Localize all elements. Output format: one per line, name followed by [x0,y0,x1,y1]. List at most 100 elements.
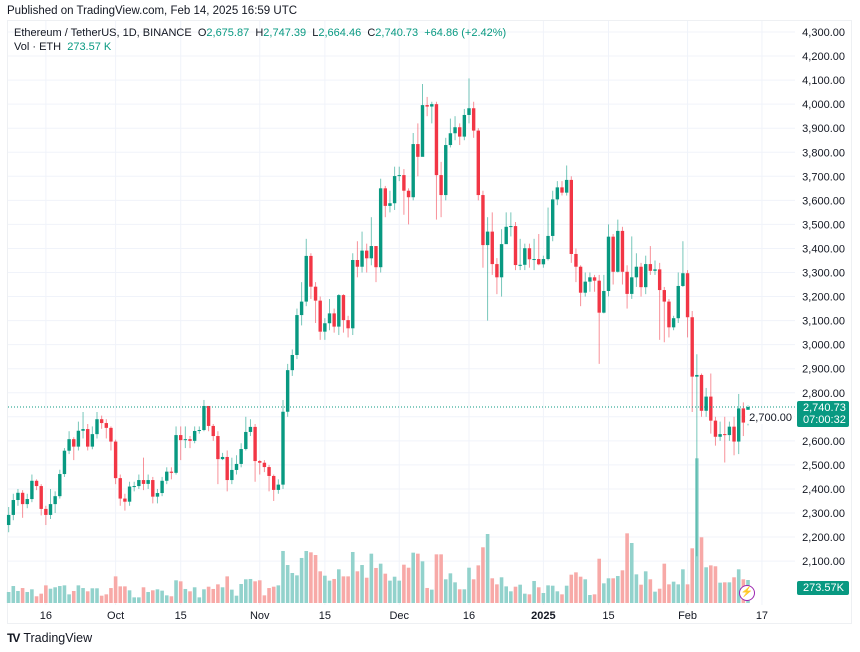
price-tick-label: 2,100.00 [802,556,845,568]
candle-body [578,266,583,293]
logo-text: TradingView [23,631,93,645]
time-tick-label: 16 [463,610,475,622]
volume-bar [248,578,253,603]
candle-body [611,236,615,272]
candle-body [285,370,290,412]
candle-body [490,231,494,265]
candle-body [471,108,476,131]
volume-bar [281,550,285,603]
lightning-icon[interactable]: ⚡ [739,585,755,601]
time-tick-label: 2025 [531,610,555,622]
volume-bar [141,587,146,603]
volume-bar [685,584,690,603]
candle-body [211,425,215,437]
candle-body [25,499,29,505]
volume-bar [504,586,508,603]
candle-body [430,104,434,107]
volume-bars [6,458,750,603]
candle-body [295,315,299,355]
candle-body [476,130,480,196]
chart-frame [7,20,852,624]
candle-body [695,374,699,377]
volume-bar [578,576,583,603]
volume-bar [160,590,164,603]
candle-body [109,427,113,442]
candle-body [81,429,85,431]
candle-body [513,226,518,266]
candle-body [253,426,257,462]
volume-bar [453,582,457,603]
volume-bar [416,553,420,603]
volume-bar [355,571,360,603]
volume-bar [699,537,704,603]
candle-body [411,144,415,198]
candle-body [202,405,206,431]
candle-body [239,449,243,464]
volume-bar [216,584,220,603]
candle-body [406,190,411,198]
candle-body [467,108,471,115]
price-tick-label: 3,500.00 [802,219,845,231]
volume-bar [90,588,95,603]
volume-bar [25,591,30,603]
high-value: 2,747.39 [263,27,307,39]
volume-bar [383,573,388,603]
time-tick-label: Oct [107,610,124,622]
candle-body [704,396,708,411]
candle-body [146,480,150,484]
volume-bar [192,587,197,603]
volume-bar [267,588,271,603]
price-axis: 4,300.00 4,200.00 4,100.00 4,000.00 3,900.00… [746,27,845,568]
volume-bar [30,589,34,603]
volume-bar [285,565,290,603]
price-tick-label: 2,500.00 [802,460,845,472]
price-tick-label: 3,800.00 [802,147,845,159]
volume-bar [313,555,318,603]
candle-body [439,175,443,196]
candle-body [234,463,239,470]
close-value: 2,740.73 [375,27,419,39]
candle-body [313,286,318,301]
close-label: C [367,27,376,39]
candle-body [127,486,132,502]
candle-body [76,430,81,447]
candle-body [262,462,267,468]
symbol-title[interactable]: Ethereum / TetherUS, 1D, BINANCE [14,27,192,39]
candle-body [644,264,648,288]
volume-bar [137,597,141,603]
volume-bar [634,574,639,603]
candle-body [537,259,541,265]
volume-bar [295,575,299,603]
candle-body [267,467,271,476]
volume-bar [662,563,667,603]
volume-bar [671,581,676,603]
volume-bar [220,587,225,603]
price-tick-label: 4,200.00 [802,51,845,63]
volume-bar [164,595,169,603]
candle-body [597,280,601,313]
candle-body [606,236,611,292]
candle-body [155,493,160,497]
candle-body [104,423,108,428]
candle-body [86,429,90,447]
candle-body [72,439,76,447]
volume-bar [541,593,546,603]
candle-body [583,281,587,293]
volume-label[interactable]: Vol · ETH [14,41,62,53]
volume-bar [648,579,653,603]
volume-bar [402,564,406,603]
tradingview-logo[interactable]: TV TradingView [7,631,92,645]
candle-body [53,496,57,505]
volume-bar [704,567,708,603]
candle-body [741,408,746,423]
volume-bar [127,590,132,603]
volume-bar [309,552,313,603]
volume-bar [76,585,81,603]
grid [8,21,795,605]
volume-bar [239,584,243,603]
volume-bar [44,585,48,603]
volume-bar [360,565,364,603]
candle-body [244,431,248,450]
volume-bar [709,565,713,603]
